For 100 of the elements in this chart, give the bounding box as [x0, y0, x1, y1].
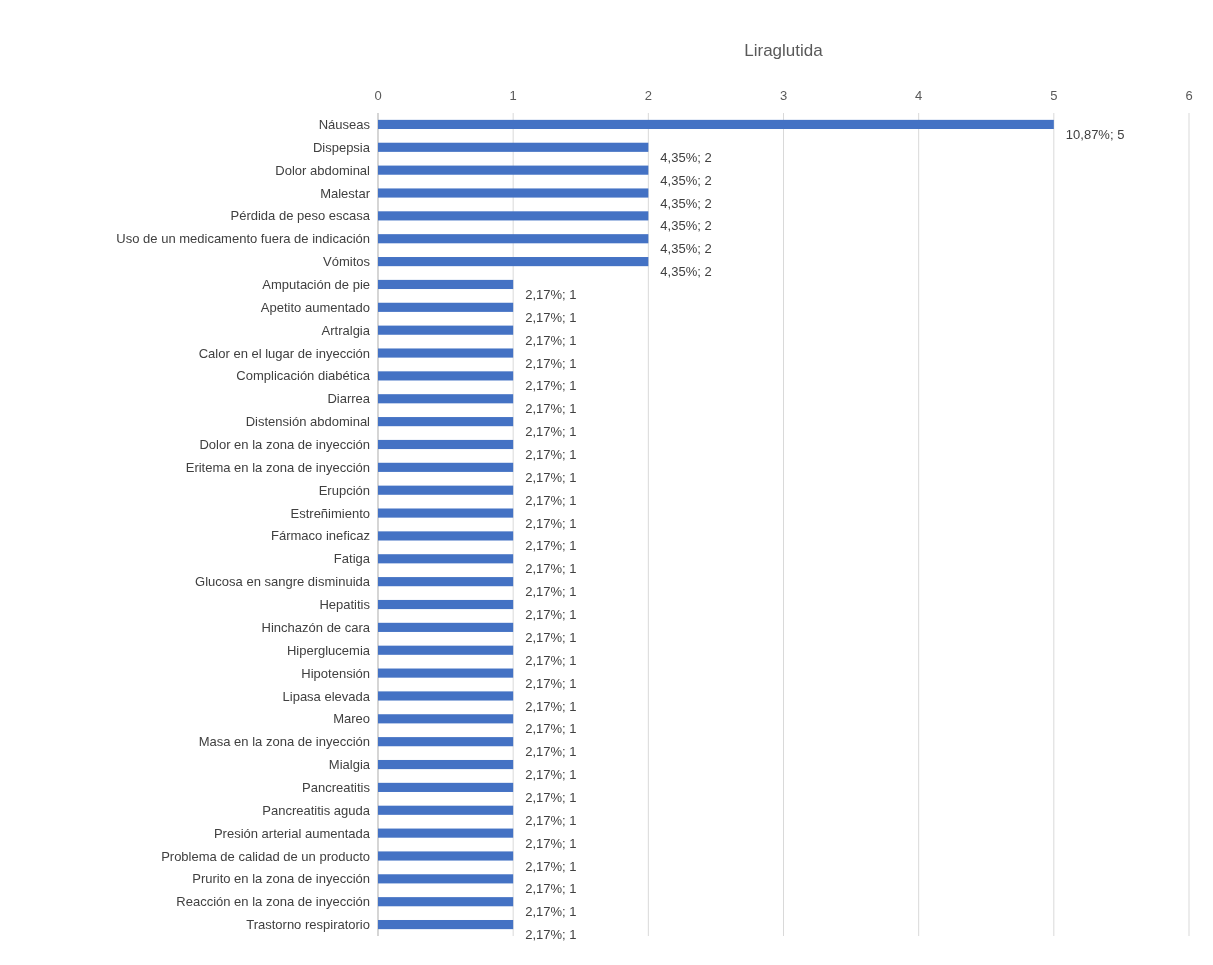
bar [378, 759, 514, 770]
y-tick-label: Mialgia [328, 757, 371, 773]
x-tick-label: 4 [915, 88, 923, 103]
x-tick-label: 1 [509, 88, 517, 103]
bar [378, 142, 649, 152]
data-label: 2,17%; 1 [525, 515, 577, 531]
bar [378, 417, 514, 427]
data-label: 2,17%; 1 [525, 789, 577, 805]
bar [378, 188, 649, 198]
data-label: 2,17%; 1 [525, 424, 577, 440]
bar [378, 645, 514, 655]
y-tick-label: Complicación diabética [236, 368, 371, 384]
bar [378, 485, 514, 495]
data-label: 2,17%; 1 [525, 309, 577, 325]
y-tick-label: Fatiga [333, 551, 371, 567]
y-tick-label: Calor en el lugar de inyección [198, 345, 370, 361]
data-label: 2,17%; 1 [525, 447, 577, 463]
y-tick-label: Diarrea [327, 391, 371, 407]
data-label: 4,35%; 2 [660, 172, 712, 188]
data-label: 4,35%; 2 [660, 195, 712, 211]
y-tick-label: Fármaco ineficaz [271, 528, 370, 544]
data-label: 2,17%; 1 [525, 332, 577, 348]
y-tick-label: Amputación de pie [262, 277, 370, 293]
y-tick-label: Apetito aumentado [260, 299, 370, 315]
y-tick-label: Reacción en la zona de inyección [176, 894, 370, 910]
y-tick-label: Uso de un medicamento fuera de indicación [116, 231, 370, 247]
data-label: 2,17%; 1 [525, 675, 577, 691]
bar [378, 325, 514, 335]
bar [378, 371, 514, 381]
y-tick-label: Dolor en la zona de inyección [199, 437, 370, 453]
bar [378, 622, 514, 632]
bar [378, 599, 514, 610]
y-tick-label: Glucosa en sangre disminuida [195, 574, 371, 590]
bar [378, 691, 514, 701]
data-label: 2,17%; 1 [525, 538, 577, 554]
bar [378, 257, 649, 267]
y-tick-label: Hiperglucemia [286, 642, 371, 658]
y-tick-label: Dolor abdominal [275, 162, 371, 178]
data-label: 2,17%; 1 [525, 721, 577, 737]
data-label: 2,17%; 1 [525, 561, 577, 577]
bar [378, 462, 514, 472]
bar [378, 828, 514, 838]
y-tick-label: Presión arterial aumentada [213, 825, 371, 841]
bar [378, 119, 1054, 129]
bar [378, 851, 514, 861]
x-tick-label: 6 [1185, 88, 1193, 103]
data-label: 2,17%; 1 [525, 904, 577, 920]
data-label: 2,17%; 1 [525, 835, 577, 851]
data-label: 2,17%; 1 [525, 355, 577, 371]
data-label: 2,17%; 1 [525, 652, 577, 668]
x-tick-label: 2 [644, 88, 652, 103]
data-label: 2,17%; 1 [525, 378, 577, 394]
bar [378, 394, 514, 404]
bar [378, 874, 514, 884]
data-label: 2,17%; 1 [525, 584, 577, 600]
bar [378, 714, 514, 724]
data-label: 2,17%; 1 [525, 287, 577, 303]
data-label: 2,17%; 1 [525, 492, 577, 508]
y-tick-label: Hepatitis [319, 597, 371, 613]
bar [378, 577, 514, 587]
y-tick-label: Hipotensión [301, 665, 370, 681]
data-label: 2,17%; 1 [525, 607, 577, 623]
bar [378, 439, 514, 450]
data-label: 2,17%; 1 [525, 881, 577, 897]
bar [378, 234, 649, 244]
y-tick-label: Náuseas [318, 116, 371, 132]
y-tick-label: Pancreatitis aguda [262, 802, 371, 818]
bar [378, 348, 514, 358]
data-label: 2,17%; 1 [525, 629, 577, 645]
data-label: 2,17%; 1 [525, 744, 577, 760]
data-label: 2,17%; 1 [525, 812, 577, 828]
x-tick-label: 3 [779, 88, 788, 103]
x-tick-label: 5 [1050, 88, 1058, 103]
data-label: 10,87%; 5 [1065, 126, 1125, 142]
bar [378, 668, 514, 678]
bar [378, 805, 514, 815]
y-tick-label: Distensión abdominal [245, 414, 371, 430]
bar [378, 211, 649, 221]
y-tick-label: Vómitos [323, 254, 371, 270]
y-tick-label: Lipasa elevada [282, 688, 371, 704]
y-tick-label: Trastorno respiratorio [246, 917, 370, 933]
y-tick-label: Problema de calidad de un producto [161, 848, 370, 864]
bar [378, 737, 514, 747]
data-label: 2,17%; 1 [525, 858, 577, 874]
x-tick-label: 0 [374, 88, 382, 103]
data-label: 2,17%; 1 [525, 469, 577, 485]
data-label: 4,35%; 2 [660, 149, 712, 165]
y-tick-label: Artralgia [321, 322, 371, 338]
data-label: 2,17%; 1 [525, 401, 577, 417]
y-tick-label: Estreñimiento [290, 505, 370, 521]
bar [378, 508, 514, 518]
y-tick-label: Eritema en la zona de inyección [185, 459, 370, 475]
y-tick-label: Masa en la zona de inyección [198, 734, 370, 750]
y-tick-label: Mareo [333, 711, 370, 727]
bar [378, 920, 514, 930]
bar [378, 897, 514, 907]
data-label: 4,35%; 2 [660, 264, 712, 280]
y-tick-label: Malestar [320, 185, 371, 201]
bar [378, 165, 649, 175]
bar [378, 302, 514, 312]
